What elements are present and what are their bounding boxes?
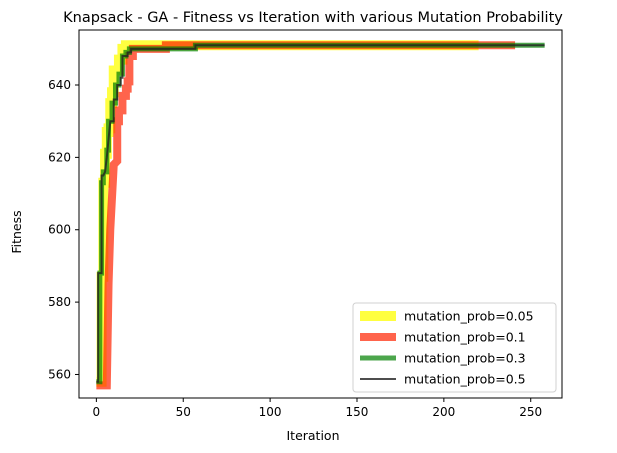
legend-label-0: mutation_prob=0.05 [404,309,534,324]
x-tick-label: 250 [519,405,542,419]
chart-title: Knapsack - GA - Fitness vs Iteration wit… [63,10,563,26]
y-tick-label: 620 [48,150,71,164]
y-axis: 560 580 600 620 640 [48,78,79,381]
x-axis: 0 50 100 150 200 250 [93,398,542,419]
y-axis-label: Fitness [9,210,24,253]
y-tick-label: 640 [48,78,71,92]
plot-frame [78,29,563,399]
legend-label-1: mutation_prob=0.1 [404,330,526,345]
x-tick-label: 200 [432,405,455,419]
series-line-1 [96,41,516,390]
y-tick-label: 580 [48,295,71,309]
x-tick-label: 0 [93,405,101,419]
series-line-3 [96,44,545,383]
x-tick-label: 50 [176,405,191,419]
x-axis-label: Iteration [286,428,339,443]
x-tick-label: 150 [346,405,369,419]
x-tick-label: 100 [259,405,282,419]
legend-label-3: mutation_prob=0.5 [404,372,526,387]
legend-box [352,302,557,393]
series-layer [96,40,545,390]
y-tick-label: 600 [48,223,71,237]
legend-label-2: mutation_prob=0.3 [404,351,526,366]
legend: mutation_prob=0.05 mutation_prob=0.1mutat… [352,302,557,393]
y-tick-label: 560 [48,367,71,381]
